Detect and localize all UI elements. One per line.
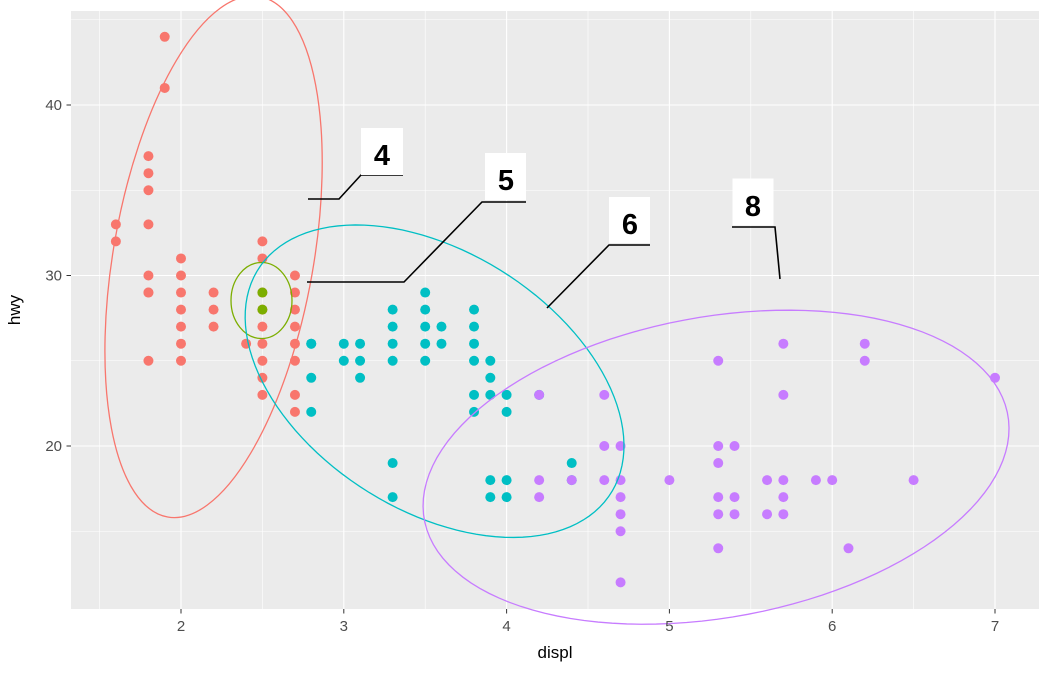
svg-text:hwy: hwy bbox=[5, 294, 24, 325]
svg-text:7: 7 bbox=[991, 618, 999, 635]
svg-text:6: 6 bbox=[828, 618, 836, 635]
svg-text:displ: displ bbox=[538, 643, 573, 662]
svg-text:20: 20 bbox=[45, 438, 62, 455]
svg-text:5: 5 bbox=[665, 618, 673, 635]
svg-text:5: 5 bbox=[498, 165, 514, 197]
svg-text:30: 30 bbox=[45, 268, 62, 285]
svg-text:8: 8 bbox=[745, 191, 761, 223]
svg-text:4: 4 bbox=[374, 140, 390, 172]
svg-text:40: 40 bbox=[45, 97, 62, 114]
svg-text:6: 6 bbox=[622, 209, 638, 241]
svg-text:4: 4 bbox=[502, 618, 510, 635]
svg-text:2: 2 bbox=[177, 618, 185, 635]
svg-text:3: 3 bbox=[340, 618, 348, 635]
